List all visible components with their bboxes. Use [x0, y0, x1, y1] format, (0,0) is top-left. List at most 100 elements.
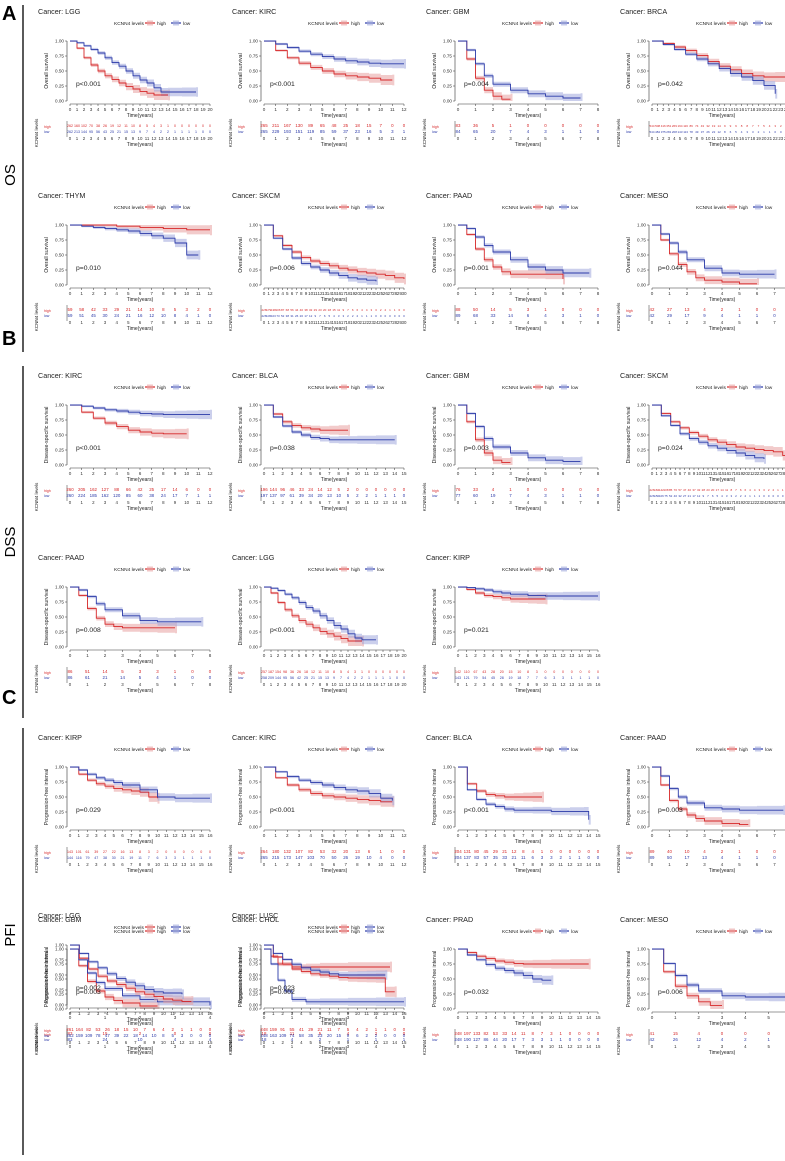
risk-x-tick-label: 0 — [457, 1044, 460, 1049]
risk-count-low: 0 — [391, 855, 394, 860]
y-tick-label: 0.75 — [443, 600, 452, 605]
risk-x-tick-label: 9 — [305, 320, 308, 325]
risk-count-low: 6 — [356, 1033, 359, 1038]
risk-count-high: 0 — [587, 849, 590, 854]
legend-low-label: low — [571, 929, 579, 935]
x-tick-label: 16 — [336, 291, 342, 296]
risk-count-low: 17 — [692, 494, 696, 498]
risk-count-high: 40 — [300, 308, 304, 312]
risk-x-tick-label: 1 — [466, 1044, 469, 1049]
risk-count-low: 15 — [336, 1033, 341, 1038]
y-tick-label: 1.00 — [443, 585, 452, 590]
p-value: p<0.001 — [464, 807, 489, 814]
risk-count-high: 2 — [384, 308, 386, 312]
risk-count-high: 14 — [173, 487, 178, 492]
risk-count-low: 3 — [338, 314, 340, 318]
risk-count-low: 1 — [197, 493, 200, 498]
risk-count-high: 23 — [706, 488, 710, 492]
x-tick-label: 22 — [752, 471, 758, 476]
risk-count-high: 3 — [774, 124, 776, 128]
y-tick-label: 0.00 — [249, 645, 258, 650]
risk-count-high: 98 — [283, 670, 287, 674]
ci-band-low — [264, 225, 378, 285]
x-tick-label: 4 — [527, 291, 530, 296]
risk-row-high-label: high — [626, 1033, 633, 1037]
x-tick-label: 13 — [383, 1011, 389, 1016]
risk-x-tick-label: 18 — [734, 500, 739, 505]
x-tick-label: 12 — [317, 291, 323, 296]
risk-count-high: 0 — [398, 308, 400, 312]
survival-line-high — [264, 766, 393, 803]
risk-count-high: 101 — [76, 850, 82, 854]
risk-x-tick-label: 26 — [383, 320, 388, 325]
risk-count-low: 1 — [767, 1037, 770, 1042]
risk-count-high: 19 — [110, 124, 114, 128]
risk-count-high: 0 — [382, 670, 384, 674]
risk-x-tick-label: 7 — [191, 682, 194, 687]
risk-count-high: 25 — [149, 487, 154, 492]
legend-low-box — [755, 746, 761, 752]
x-tick-label: 14 — [728, 107, 734, 112]
survival-line-high — [264, 40, 393, 81]
survival-line-high — [458, 766, 542, 798]
risk-count-high: 4 — [361, 308, 363, 312]
x-tick-label: 11 — [701, 471, 706, 476]
risk-count-high: 5 — [121, 669, 124, 674]
risk-x-tick-label: 2 — [104, 682, 107, 687]
y-tick-label: 0.25 — [637, 84, 646, 89]
legend-low-label: low — [377, 385, 385, 391]
x-axis-label: Time(years) — [709, 839, 736, 845]
x-tick-label: 19 — [200, 107, 206, 112]
ci-band-low — [264, 949, 406, 1007]
risk-x-tick-label: 1 — [267, 320, 270, 325]
survival-line-high — [70, 404, 187, 435]
risk-x-tick-label: 8 — [597, 136, 600, 141]
x-tick-label: 19 — [738, 471, 744, 476]
risk-x-tick-label: 14 — [327, 320, 332, 325]
risk-count-low: 19 — [491, 493, 496, 498]
risk-count-low: 14 — [142, 1033, 147, 1038]
risk-count-high: 29 — [114, 307, 119, 312]
x-tick-label: 0 — [457, 107, 460, 112]
risk-x-tick-label: 14 — [578, 682, 583, 687]
x-tick-label: 10 — [155, 833, 161, 838]
x-tick-label: 4 — [291, 653, 294, 658]
risk-count-low: 21 — [117, 130, 121, 134]
risk-count-low: 3 — [181, 1033, 184, 1038]
risk-count-low: 13 — [131, 130, 135, 134]
risk-count-high: 3 — [160, 124, 162, 128]
risk-count-low: 137 — [464, 855, 472, 860]
risk-count-low: 4 — [209, 1037, 212, 1042]
risk-x-tick-label: 2 — [686, 862, 689, 867]
y-tick-label: 0.50 — [637, 795, 646, 800]
x-tick-label: 0 — [457, 291, 460, 296]
risk-count-low: 0 — [398, 314, 400, 318]
risk-count-low: 3 — [553, 676, 555, 680]
y-tick-label: 0.00 — [55, 645, 64, 650]
x-tick-label: 11 — [196, 291, 201, 296]
survival-line-high — [652, 766, 749, 826]
risk-count-high: 0 — [188, 124, 190, 128]
legend-title: KCNN4 levels — [502, 567, 532, 573]
risk-count-low: 224 — [78, 493, 86, 498]
risk-count-low: 1 — [389, 676, 391, 680]
x-tick-label: 2 — [492, 291, 495, 296]
y-tick-label: 0.00 — [55, 99, 64, 104]
legend-high-box — [535, 384, 541, 390]
risk-count-high: 10 — [685, 849, 690, 854]
risk-row-low-label: low — [432, 130, 438, 134]
risk-count-low: 18 — [262, 1037, 267, 1042]
x-tick-label: 12 — [401, 107, 407, 112]
risk-count-low: 23 — [355, 129, 360, 134]
risk-count-high: 11 — [290, 1031, 295, 1036]
risk-count-low: 0 — [777, 494, 779, 498]
x-tick-label: 14 — [359, 653, 365, 658]
legend-high-label: high — [157, 385, 166, 391]
risk-count-low: 1 — [550, 1037, 553, 1042]
risk-count-high: 6 — [740, 488, 742, 492]
y-tick-label: 0.25 — [249, 988, 258, 993]
risk-count-high: 167 — [284, 123, 292, 128]
x-tick-label: 3 — [509, 107, 512, 112]
